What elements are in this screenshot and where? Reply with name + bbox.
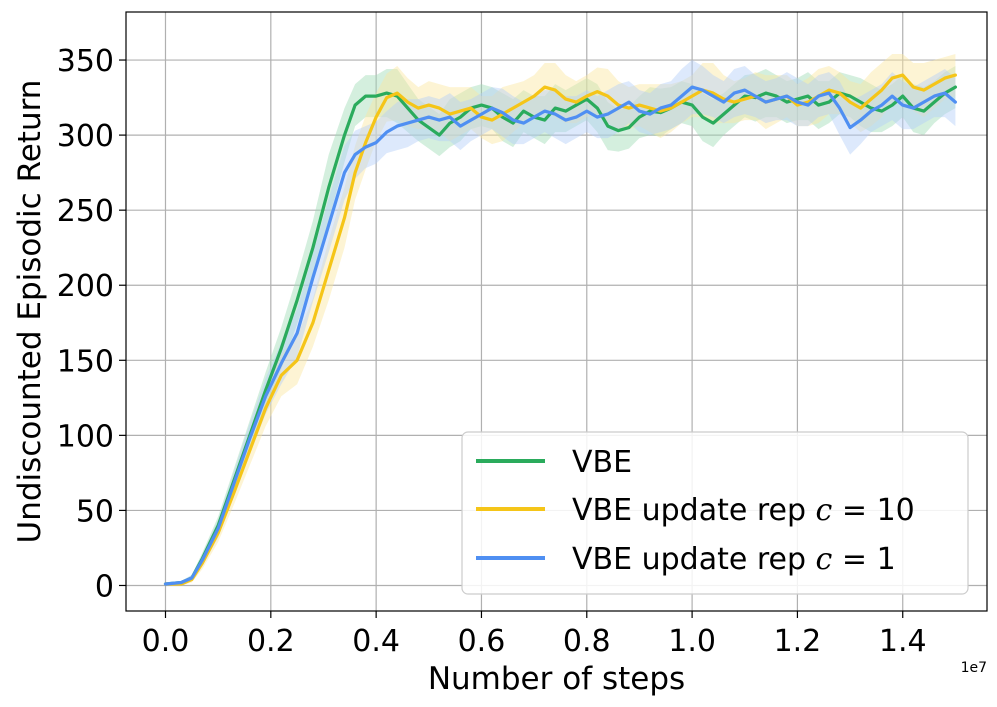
x-axis-offset-label: 1e7 — [961, 660, 987, 676]
legend-label-vbe: VBE — [572, 445, 632, 480]
y-tick-label: 200 — [57, 269, 114, 304]
x-axis-title: Number of steps — [428, 661, 685, 697]
y-tick-label: 250 — [57, 194, 114, 229]
legend-label-vbe-c10-text: VBE update rep — [572, 493, 816, 528]
legend-label-vbe-c1: VBE update rep c = 1 — [572, 542, 896, 577]
series-lines — [163, 73, 958, 586]
x-tick-label: 0.6 — [458, 624, 506, 659]
series-line-vbe-c10 — [163, 73, 958, 586]
legend-label-vbe-c10-eq: = 10 — [832, 493, 914, 528]
band-vbe-c1 — [165, 60, 956, 584]
y-tick-label: 50 — [76, 494, 114, 529]
legend-label-vbe-c10-var: c — [816, 493, 833, 528]
y-tick-label: 150 — [57, 344, 114, 379]
x-tick-label: 0.8 — [563, 624, 611, 659]
y-tick-label: 0 — [95, 569, 114, 604]
y-tick-label: 100 — [57, 419, 114, 454]
legend-box — [461, 431, 969, 595]
x-tick-label: 0.4 — [352, 624, 400, 659]
band-vbe — [165, 66, 956, 584]
y-axis-ticks: 0 50 100 150 200 250 300 350 — [57, 44, 126, 604]
x-tick-label: 1.0 — [668, 624, 716, 659]
legend-label-vbe-c1-eq: = 1 — [832, 542, 895, 577]
plot-frame — [125, 11, 988, 612]
series-line-vbe-c1 — [163, 85, 958, 586]
legend: VBE VBE update rep c = 10 VBE update rep… — [461, 431, 969, 595]
legend-label-vbe-c1-var: c — [816, 542, 833, 577]
x-tick-label: 1.4 — [879, 624, 927, 659]
x-axis-ticks: 0.0 0.2 0.4 0.6 0.8 1.0 1.2 1.4 — [142, 611, 927, 659]
x-tick-label: 0.2 — [247, 624, 295, 659]
y-axis-title: Undiscounted Episodic Return — [12, 80, 48, 544]
x-tick-label: 0.0 — [142, 624, 190, 659]
y-tick-label: 350 — [57, 44, 114, 79]
x-tick-label: 1.2 — [774, 624, 822, 659]
y-tick-label: 300 — [57, 119, 114, 154]
legend-label-vbe-c10: VBE update rep c = 10 — [572, 493, 915, 528]
legend-label-vbe-c1-text: VBE update rep — [572, 542, 816, 577]
